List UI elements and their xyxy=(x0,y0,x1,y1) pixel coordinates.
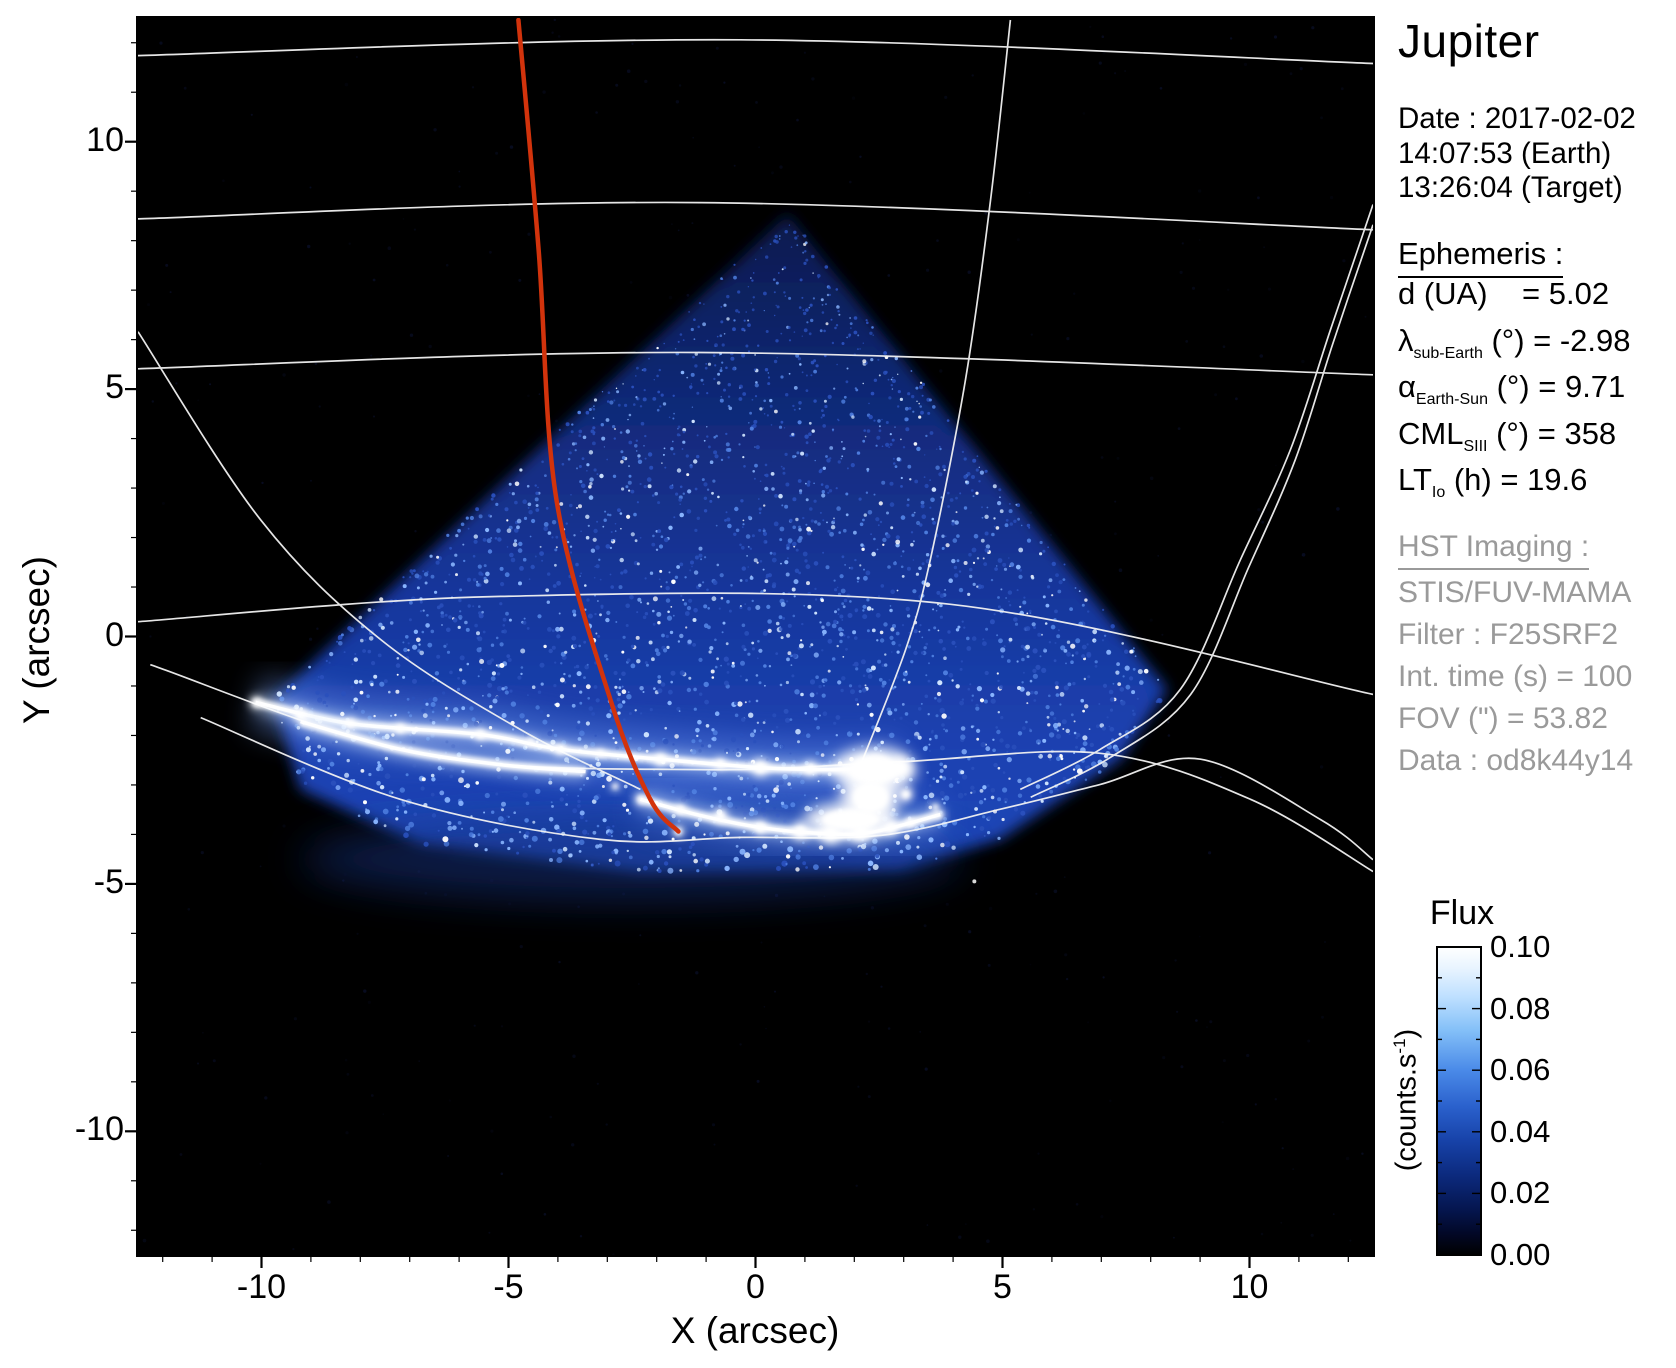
ephemeris-value: (°) = 9.71 xyxy=(1487,369,1626,404)
colorbar-tick-label: 0.00 xyxy=(1490,1237,1551,1272)
x-axis-title: X (arcsec) xyxy=(670,1310,840,1351)
ephemeris-symbol: λ xyxy=(1398,322,1414,358)
colorbar-tick-label: 0.08 xyxy=(1490,990,1551,1026)
unit-exponent: -1 xyxy=(1390,1038,1409,1054)
ephemeris-symbol: d (UA) xyxy=(1398,276,1488,311)
auroral-oval xyxy=(249,694,977,884)
graticule-meridian xyxy=(1019,204,1373,791)
graticule-parallel xyxy=(138,201,1373,231)
ephemeris-value: (°) = -2.98 xyxy=(1482,322,1631,358)
ephemeris-rows: d (UA) = 5.02 λsub-Earth (°) = -2.98 αEart… xyxy=(1398,276,1631,509)
axis-ticks xyxy=(125,42,1349,1268)
cml-meridian-line xyxy=(516,18,681,834)
ephemeris-row: LTIo (h) = 19.6 xyxy=(1398,462,1631,509)
x-tick-label: 5 xyxy=(993,1268,1012,1306)
speckle-noise xyxy=(142,18,1367,1255)
graticule-meridian xyxy=(859,19,1012,766)
y-tick-label: -10 xyxy=(74,1110,124,1149)
colorbar-tick-label: 0.10 xyxy=(1490,929,1551,964)
ephemeris-value: (h) = 19.6 xyxy=(1445,462,1588,497)
colorbar-tick-label: 0.06 xyxy=(1490,1052,1551,1088)
integration-time-line: Int. time (s) = 100 xyxy=(1398,660,1633,693)
ephemeris-value: = 5.02 xyxy=(1487,276,1610,311)
x-tick-label: -10 xyxy=(236,1268,287,1306)
graticule-parallel xyxy=(138,592,1373,696)
hst-imaging-rows: STIS/FUV-MAMA Filter : F25SRF2 Int. time… xyxy=(1398,572,1633,782)
ephemeris-row: λsub-Earth (°) = -2.98 xyxy=(1398,323,1631,370)
ephemeris-row: CMLSIII (°) = 358 xyxy=(1398,416,1631,463)
data-id-line: Data : od8k44y14 xyxy=(1398,744,1634,777)
colorbar-tick-label: 0.02 xyxy=(1490,1175,1551,1211)
faint-point-source xyxy=(972,879,977,884)
graticule-parallel xyxy=(138,351,1373,376)
ephemeris-subscript: Io xyxy=(1431,484,1446,501)
hst-imaging-section: HST Imaging : xyxy=(1398,530,1590,570)
date-line: Date : 2017-02-02 xyxy=(1398,102,1636,135)
instrument-line: STIS/FUV-MAMA xyxy=(1398,576,1632,609)
ephemeris-row: αEarth-Sun (°) = 9.71 xyxy=(1398,369,1631,416)
ephemeris-subscript: Earth-Sun xyxy=(1415,391,1488,408)
ephemeris-symbol: α xyxy=(1398,369,1416,404)
earth-time-line: 14:07:53 (Earth) xyxy=(1398,136,1612,170)
y-axis-title: Y (arcsec) xyxy=(16,556,57,724)
colorbar-unit-label: (counts.s-1) xyxy=(1390,970,1430,1230)
polar-emission-cone xyxy=(273,214,1168,872)
ephemeris-symbol: LT xyxy=(1398,462,1432,497)
filter-line: Filter : F25SRF2 xyxy=(1398,618,1619,651)
ephemeris-subscript: sub-Earth xyxy=(1413,344,1483,362)
colorbar-title: Flux xyxy=(1429,894,1495,932)
graticule-meridian xyxy=(1030,224,1373,799)
y-tick-label: 5 xyxy=(105,368,124,407)
graticule-parallel xyxy=(138,38,1373,65)
fov-line: FOV (") = 53.82 xyxy=(1398,702,1608,735)
ephemeris-row: d (UA) = 5.02 xyxy=(1398,276,1631,323)
observation-dates: Date : 2017-02-02 14:07:53 (Earth) 13:26… xyxy=(1398,102,1636,206)
colorbar-ticks xyxy=(1438,946,1480,1256)
ephemeris-symbol: CML xyxy=(1398,415,1464,451)
page-title: Jupiter xyxy=(1398,15,1540,67)
unit-pre: (counts.s xyxy=(1390,1053,1423,1172)
colorbar xyxy=(1436,946,1482,1256)
x-tick-label: 0 xyxy=(746,1268,765,1306)
plot-content xyxy=(138,18,1373,1255)
y-tick-label: -5 xyxy=(93,862,124,901)
ephemeris-section: Ephemeris : xyxy=(1398,236,1564,278)
ephemeris-value: (°) = 358 xyxy=(1487,415,1617,451)
x-tick-label: -5 xyxy=(493,1268,524,1306)
colorbar-tick-label: 0.04 xyxy=(1490,1113,1551,1149)
unit-post: ) xyxy=(1390,1028,1423,1039)
target-time-line: 13:26:04 (Target) xyxy=(1398,171,1623,204)
hst-imaging-header: HST Imaging : xyxy=(1398,530,1590,570)
y-tick-label: 10 xyxy=(86,120,124,159)
planet-graticule xyxy=(138,19,1373,873)
x-tick-label: 10 xyxy=(1230,1268,1269,1306)
ephemeris-subscript: SIII xyxy=(1463,437,1488,455)
ephemeris-header: Ephemeris : xyxy=(1398,236,1564,278)
y-tick-label: 0 xyxy=(105,615,124,654)
